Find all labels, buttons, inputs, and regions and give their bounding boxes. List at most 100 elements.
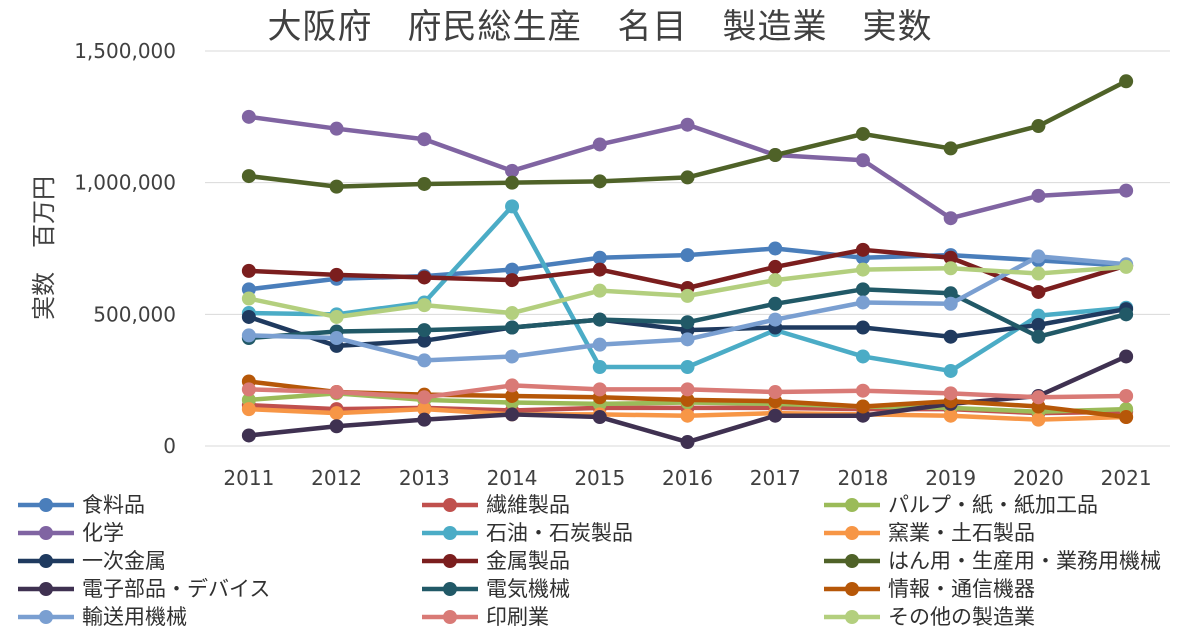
legend-item: 食料品: [18, 493, 145, 517]
data-point: [680, 408, 695, 423]
legend-label: 輸送用機械: [82, 605, 187, 628]
legend-marker: [845, 554, 859, 568]
data-point: [680, 382, 695, 397]
legend-item: 金属製品: [422, 549, 570, 573]
data-point: [417, 270, 432, 285]
legend-marker: [443, 554, 457, 568]
data-point: [505, 273, 520, 288]
data-point: [505, 199, 520, 214]
data-point: [592, 283, 607, 298]
legend-label: 電子部品・デバイス: [82, 577, 270, 601]
data-point: [1119, 388, 1134, 403]
data-point: [855, 262, 870, 277]
legend-item: 情報・通信機器: [824, 577, 1035, 601]
data-point: [943, 261, 958, 276]
legend-label: 一次金属: [82, 549, 166, 573]
legend-item: 繊維製品: [422, 493, 570, 517]
data-point: [1119, 410, 1134, 425]
series-12: [241, 249, 1134, 368]
data-point: [768, 259, 783, 274]
data-point: [1031, 266, 1046, 281]
legend-marker: [443, 498, 457, 512]
y-axis-label: 実数 百万円: [30, 176, 58, 320]
x-tick-label: 2013: [399, 466, 450, 490]
data-point: [241, 109, 256, 124]
legend-marker: [39, 610, 53, 624]
legend-label: 食料品: [82, 493, 145, 517]
data-point: [680, 288, 695, 303]
legend-marker: [845, 610, 859, 624]
data-point: [680, 248, 695, 263]
data-point: [592, 174, 607, 189]
data-point: [680, 435, 695, 450]
data-point: [1119, 349, 1134, 364]
legend-marker: [39, 582, 53, 596]
data-point: [505, 349, 520, 364]
data-point: [329, 121, 344, 136]
data-point: [855, 399, 870, 414]
data-point: [1031, 284, 1046, 299]
legend-label: 石油・石炭製品: [486, 521, 633, 545]
data-point: [329, 309, 344, 324]
data-point: [768, 385, 783, 400]
series-3: [241, 109, 1134, 226]
data-point: [592, 262, 607, 277]
legend-marker: [443, 610, 457, 624]
legend-marker: [845, 526, 859, 540]
data-point: [680, 170, 695, 185]
data-point: [417, 402, 432, 417]
data-point: [943, 141, 958, 156]
data-point: [505, 407, 520, 422]
data-point: [241, 428, 256, 443]
data-point: [855, 320, 870, 335]
legend-marker: [39, 498, 53, 512]
legend-item: パルプ・紙・紙加工品: [824, 493, 1098, 517]
data-point: [329, 331, 344, 346]
data-point: [1031, 249, 1046, 264]
series-13: [241, 378, 1134, 405]
data-point: [329, 179, 344, 194]
data-point: [329, 419, 344, 434]
legend-label: 金属製品: [486, 549, 570, 573]
data-point: [768, 296, 783, 311]
data-point: [943, 250, 958, 265]
legend-item: 窯業・土石製品: [824, 521, 1035, 545]
data-point: [1031, 317, 1046, 332]
data-point: [943, 329, 958, 344]
x-tick-label: 2012: [311, 466, 362, 490]
legend-marker: [845, 498, 859, 512]
legend-label: パルプ・紙・紙加工品: [888, 493, 1098, 517]
data-point: [505, 163, 520, 178]
x-tick-label: 2018: [838, 466, 889, 490]
x-tick-label: 2021: [1101, 466, 1152, 490]
legend-label: 電気機械: [486, 577, 570, 601]
data-point: [1031, 329, 1046, 344]
legend-label: その他の製造業: [888, 605, 1035, 628]
data-point: [1031, 119, 1046, 134]
legend-marker: [39, 526, 53, 540]
data-point: [241, 328, 256, 343]
data-point: [768, 148, 783, 163]
legend-marker: [443, 582, 457, 596]
series-14: [241, 259, 1134, 324]
data-point: [943, 386, 958, 401]
x-tick-label: 2016: [662, 466, 713, 490]
legend-label: 化学: [82, 521, 124, 545]
data-point: [1119, 259, 1134, 274]
data-point: [592, 360, 607, 374]
data-point: [505, 320, 520, 335]
legend-label: 情報・通信機器: [888, 577, 1035, 601]
legend-item: 輸送用機械: [18, 605, 187, 628]
legend-label: 印刷業: [486, 605, 549, 628]
data-point: [417, 353, 432, 368]
data-point: [505, 306, 520, 321]
data-point: [1119, 307, 1134, 322]
data-point: [417, 323, 432, 338]
x-tick-label: 2014: [487, 466, 538, 490]
data-point: [592, 312, 607, 327]
data-point: [329, 406, 344, 421]
data-point: [680, 117, 695, 132]
data-point: [417, 412, 432, 427]
data-point: [768, 241, 783, 256]
